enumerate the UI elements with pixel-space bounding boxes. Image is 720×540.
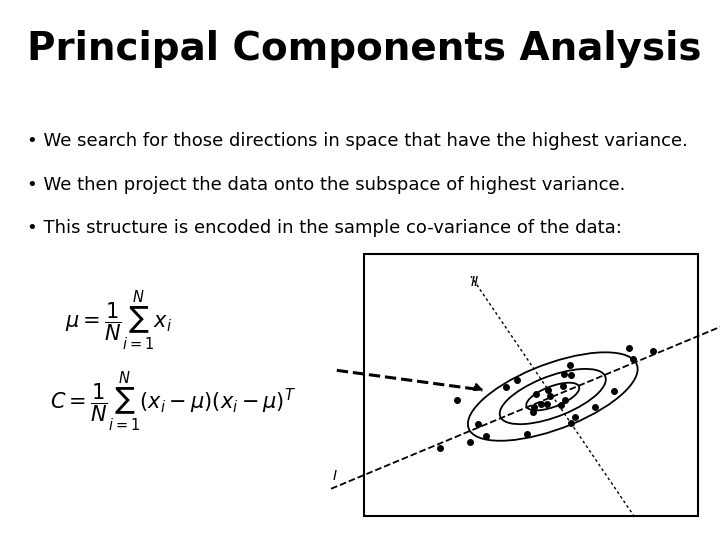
Point [511,376,523,384]
Point [480,432,492,441]
Point [564,361,576,370]
Point [628,354,639,363]
Point [451,395,462,404]
Point [521,430,533,438]
Point [569,413,580,421]
Point [527,407,539,416]
Point [500,383,512,391]
Point [557,382,569,390]
Point [558,370,570,379]
Point [565,371,577,380]
Text: • We search for those directions in space that have the highest variance.: • We search for those directions in spac… [27,132,688,150]
Text: Principal Components Analysis: Principal Components Analysis [27,30,702,68]
Point [608,386,620,395]
Point [435,444,446,453]
Point [542,386,554,394]
Point [536,400,547,409]
Point [472,420,483,428]
Point [559,396,571,404]
Point [544,392,555,401]
Point [464,437,476,446]
Text: • This structure is encoded in the sample co-variance of the data:: • This structure is encoded in the sampl… [27,219,622,237]
Point [623,343,634,352]
Text: $\mu = \dfrac{1}{N}\sum_{i=1}^{N} x_i$: $\mu = \dfrac{1}{N}\sum_{i=1}^{N} x_i$ [65,289,172,352]
Text: II: II [470,274,479,288]
Text: $C = \dfrac{1}{N}\sum_{i=1}^{N}(x_i - \mu)(x_i - \mu)^T$: $C = \dfrac{1}{N}\sum_{i=1}^{N}(x_i - \m… [50,370,297,433]
Point [564,418,576,427]
Text: • We then project the data onto the subspace of highest variance.: • We then project the data onto the subs… [27,176,626,193]
Point [530,390,541,399]
Point [528,402,539,411]
Bar [364,254,698,516]
Point [541,400,553,409]
Point [590,402,601,411]
Text: I: I [333,469,336,483]
Point [647,347,658,355]
Point [555,401,567,410]
